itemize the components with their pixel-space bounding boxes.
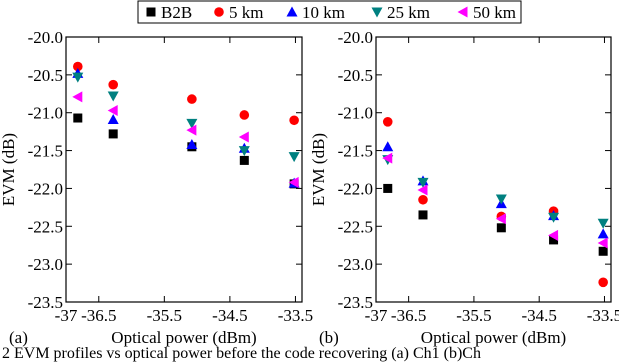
data-point-50-km xyxy=(107,104,118,116)
y-tick-label: -20.5 xyxy=(28,66,63,85)
data-point-25-km xyxy=(72,72,84,83)
data-point-25-km xyxy=(238,146,250,157)
legend-label-10-km: 10 km xyxy=(302,3,345,22)
x-tick-label: -36.5 xyxy=(81,306,116,325)
x-tick-label: -35.5 xyxy=(147,306,182,325)
x-axis-label: Optical power (dBm) xyxy=(421,328,566,347)
data-point-10-km xyxy=(107,114,119,125)
data-point-5-km xyxy=(598,277,608,288)
y-tick-label: -21.0 xyxy=(28,104,63,123)
legend-marker-b2b xyxy=(146,7,156,17)
data-point-50-km xyxy=(417,184,428,196)
y-tick-label: -20.5 xyxy=(338,66,373,85)
data-point-25-km xyxy=(288,152,300,163)
y-tick-label: -21.5 xyxy=(338,142,373,161)
data-point-50-km xyxy=(548,229,559,241)
y-tick-label: -20.0 xyxy=(28,28,63,47)
x-tick-label: -34.5 xyxy=(212,306,247,325)
panel-b: -20.0 -20.5 -21.0 -21.5 -22.0 -22.5 -23.0 -23.5… xyxy=(309,28,619,347)
data-point-5-km xyxy=(108,79,118,90)
legend-marker-10-km xyxy=(286,6,298,17)
panel-label: (b) xyxy=(319,328,339,347)
x-axis-label: Optical power (dBm) xyxy=(111,328,256,347)
data-point-5-km xyxy=(289,115,299,126)
data-point-b2b xyxy=(418,210,428,220)
data-point-b2b xyxy=(239,155,249,165)
legend-marker-5-km xyxy=(214,7,224,17)
x-tick-label: -33.5 xyxy=(587,306,619,325)
data-point-b2b xyxy=(73,113,83,123)
data-point-5-km xyxy=(382,117,393,127)
x-tick-label: -37 xyxy=(55,306,78,325)
data-point-10-km xyxy=(382,141,394,152)
data-point-b2b xyxy=(108,129,118,139)
legend-label-50-km: 50 km xyxy=(473,3,516,22)
y-tick-label: -22.0 xyxy=(28,179,63,198)
data-point-10-km xyxy=(186,139,198,150)
data-point-25-km xyxy=(186,118,198,129)
y-axis-label: EVM (dB) xyxy=(309,133,328,206)
x-tick-label: -35.5 xyxy=(456,306,491,325)
y-tick-label: -23.5 xyxy=(28,293,63,312)
plot-frame xyxy=(375,36,612,303)
data-point-5-km xyxy=(418,194,428,205)
data-point-50-km xyxy=(72,91,83,103)
y-tick-label: -23.0 xyxy=(28,255,63,274)
data-point-25-km xyxy=(597,218,609,229)
data-point-5-km xyxy=(73,61,83,72)
x-tick-label: -36.5 xyxy=(391,306,426,325)
legend: B2B 5 km 10 km 25 km 50 km xyxy=(137,0,522,24)
panel-a: -20.0 -20.5 -21.0 -21.5 -22.0 -22.5 -23.0 -23.5… xyxy=(0,28,313,347)
y-tick-label: -23.0 xyxy=(338,255,373,274)
data-point-50-km xyxy=(382,152,393,164)
legend-label-5-km: 5 km xyxy=(229,3,263,22)
legend-label-b2b: B2B xyxy=(161,3,192,22)
data-point-50-km xyxy=(186,124,197,136)
data-point-25-km xyxy=(548,212,560,223)
y-tick-label: -20.0 xyxy=(338,28,373,47)
data-point-25-km xyxy=(495,194,507,205)
plot-frame xyxy=(65,36,303,303)
y-tick-label: -22.5 xyxy=(28,217,63,236)
data-point-b2b xyxy=(496,223,506,233)
panel-label: (a) xyxy=(9,328,28,347)
figure-caption: 2 EVM profiles vs optical power before t… xyxy=(2,345,481,362)
data-point-10-km xyxy=(597,228,609,239)
legend-label-25-km: 25 km xyxy=(387,3,430,22)
data-point-50-km xyxy=(597,237,608,249)
legend-box xyxy=(137,0,522,24)
data-point-5-km xyxy=(239,110,250,120)
y-tick-label: -21.0 xyxy=(338,104,373,123)
data-point-50-km xyxy=(238,131,249,143)
legend-marker-50-km xyxy=(457,6,468,18)
data-point-50-km xyxy=(495,213,506,225)
data-point-25-km xyxy=(107,91,119,102)
data-point-5-km xyxy=(187,94,197,104)
y-axis-label: EVM (dB) xyxy=(0,133,18,206)
y-tick-label: -23.5 xyxy=(338,293,373,312)
x-tick-label: -37 xyxy=(365,306,388,325)
data-point-b2b xyxy=(549,235,559,245)
data-point-50-km xyxy=(288,176,299,188)
data-point-b2b xyxy=(383,183,393,193)
data-point-25-km xyxy=(417,177,429,188)
y-tick-label: -22.0 xyxy=(338,179,373,198)
x-tick-label: -33.5 xyxy=(278,306,313,325)
y-tick-label: -21.5 xyxy=(28,142,63,161)
data-point-b2b xyxy=(598,246,608,256)
x-tick-label: -34.5 xyxy=(521,306,556,325)
y-tick-label: -22.5 xyxy=(338,217,373,236)
legend-marker-25-km xyxy=(371,7,383,18)
